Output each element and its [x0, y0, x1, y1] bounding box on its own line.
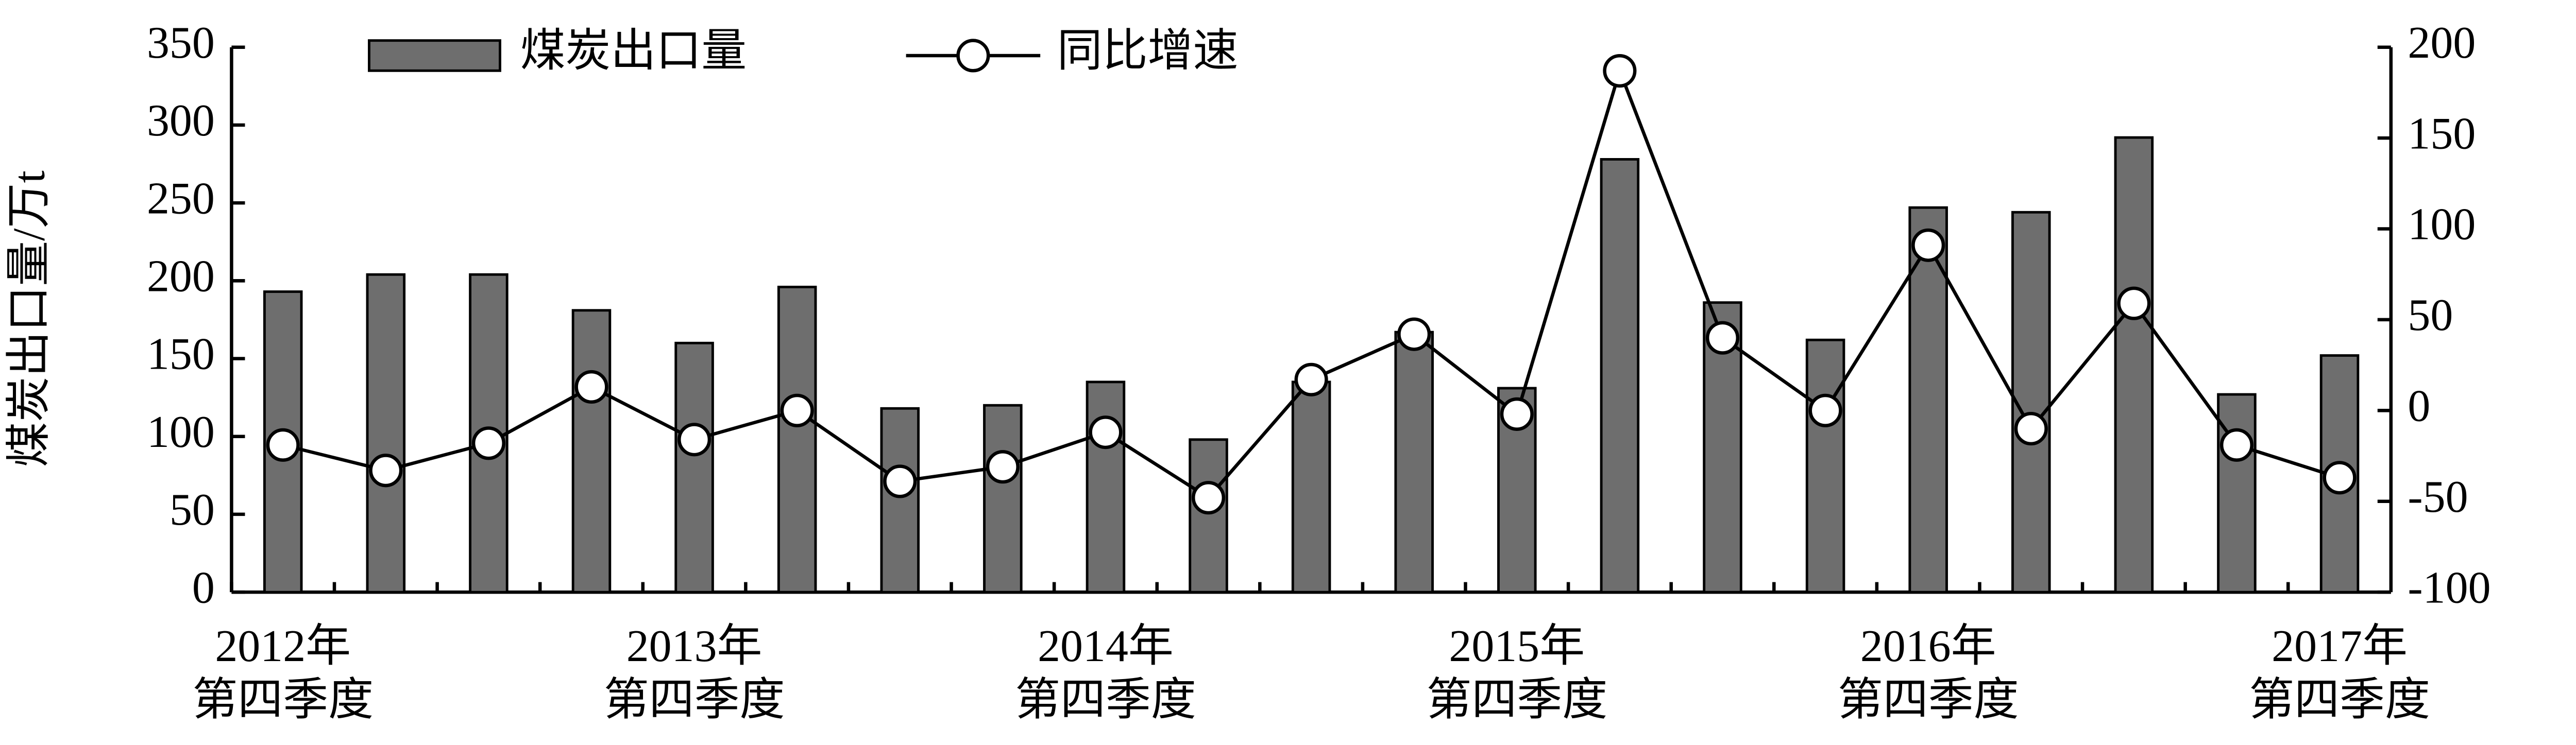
- y-tick-label: 300: [147, 96, 215, 146]
- marker: [369, 454, 403, 488]
- x-tick-label: 2015年第四季度: [1426, 621, 1607, 725]
- marker: [1911, 228, 1945, 262]
- y-tick-label: 50: [170, 485, 215, 535]
- bar: [1394, 331, 1434, 594]
- y-axis-title: 煤炭出口量/万t: [4, 170, 54, 467]
- marker: [471, 426, 505, 460]
- bar: [1703, 301, 1742, 594]
- y2-tick-label: 200: [2408, 18, 2476, 68]
- y2-tick-label: 100: [2408, 200, 2476, 250]
- bar: [366, 273, 406, 594]
- bar: [983, 404, 1023, 594]
- y2-axis-title: 同比增速/%: [2571, 203, 2576, 435]
- x-tick-label: 2013年第四季度: [604, 621, 785, 725]
- y2-tick-label: 0: [2408, 381, 2430, 431]
- bar: [1805, 338, 1845, 594]
- marker: [1397, 317, 1431, 351]
- y-tick-label: 150: [147, 330, 215, 379]
- bar: [674, 341, 714, 594]
- y2-tick-label: 150: [2408, 109, 2476, 159]
- legend-swatch: [368, 39, 501, 72]
- marker: [2014, 412, 2048, 446]
- legend-label: 煤炭出口量: [520, 26, 747, 76]
- bar: [880, 407, 920, 594]
- x-tick-label: 2017年第四季度: [2249, 621, 2430, 725]
- marker: [2117, 286, 2151, 320]
- marker: [574, 370, 608, 404]
- bar: [571, 309, 612, 594]
- marker: [780, 393, 814, 427]
- x-tick-label: 2012年第四季度: [192, 621, 374, 725]
- bar: [2217, 393, 2257, 594]
- y-tick-label: 200: [147, 251, 215, 301]
- marker: [883, 464, 917, 498]
- marker: [1191, 481, 1226, 515]
- bar: [2011, 211, 2051, 594]
- marker: [266, 428, 300, 462]
- bar: [2114, 136, 2154, 594]
- bar: [1600, 158, 1640, 594]
- y2-tick-label: 50: [2408, 290, 2453, 340]
- bar: [777, 285, 817, 594]
- y2-tick-label: -50: [2408, 472, 2468, 522]
- y-tick-label: 250: [147, 174, 215, 223]
- y-tick-label: 100: [147, 407, 215, 457]
- marker: [2323, 461, 2357, 495]
- marker: [986, 450, 1020, 484]
- marker: [1705, 321, 1740, 355]
- x-tick-label: 2014年第四季度: [1015, 621, 1196, 725]
- bar: [1189, 438, 1228, 594]
- bar: [1908, 206, 1948, 594]
- bar: [1291, 380, 1331, 594]
- marker: [1089, 415, 1123, 449]
- marker: [1500, 397, 1534, 431]
- y-tick-label: 0: [192, 563, 215, 613]
- marker: [2219, 428, 2254, 462]
- marker: [1603, 54, 1637, 88]
- marker: [677, 423, 711, 457]
- legend-label: 同比增速: [1057, 26, 1239, 76]
- legend-swatch: [956, 39, 990, 73]
- bar: [1086, 380, 1126, 594]
- marker: [1294, 362, 1328, 396]
- y-tick-label: 350: [147, 18, 215, 68]
- x-tick-label: 2016年第四季度: [1838, 621, 2019, 725]
- marker: [1808, 393, 1842, 427]
- y2-tick-label: -100: [2408, 563, 2490, 613]
